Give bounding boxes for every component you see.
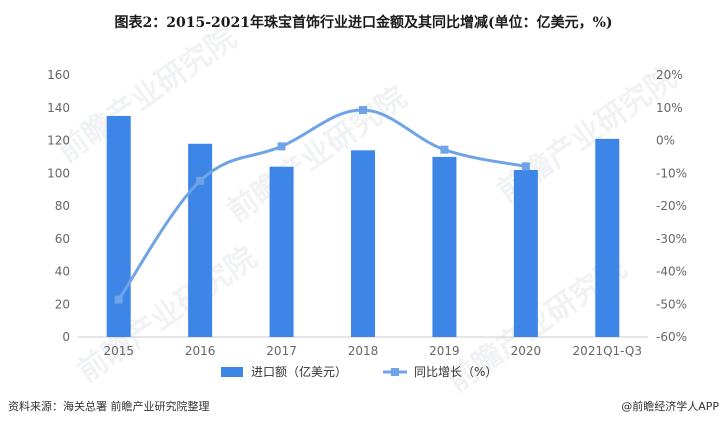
y-left-tick-label: 140 bbox=[47, 101, 70, 115]
bar bbox=[106, 115, 131, 337]
x-tick-label: 2019 bbox=[429, 344, 460, 358]
x-tick-label: 2017 bbox=[266, 344, 297, 358]
bar bbox=[432, 156, 457, 337]
legend-label-line: 同比增长（%） bbox=[414, 365, 497, 379]
y-left-tick-label: 60 bbox=[55, 232, 70, 246]
y-left-tick-label: 120 bbox=[47, 134, 70, 148]
legend-swatch-bar bbox=[221, 367, 243, 377]
x-tick-label: 2018 bbox=[348, 344, 379, 358]
x-tick-label: 2021Q1-Q3 bbox=[573, 344, 642, 358]
y-left-tick-label: 40 bbox=[55, 265, 70, 279]
y-right-tick-label: 20% bbox=[656, 68, 683, 82]
y-left-tick-label: 160 bbox=[47, 68, 70, 82]
line-point bbox=[359, 106, 367, 115]
growth-line bbox=[117, 108, 527, 301]
x-tick-label: 2020 bbox=[511, 344, 542, 358]
y-right-tick-label: -20% bbox=[656, 199, 687, 213]
y-left-tick-label: 20 bbox=[55, 297, 70, 311]
line-point bbox=[440, 145, 449, 154]
y-right-tick-label: -10% bbox=[656, 166, 687, 180]
line-point bbox=[277, 142, 286, 151]
bar bbox=[513, 169, 538, 337]
y-right-tick-label: -50% bbox=[656, 297, 687, 311]
x-tick-label: 2016 bbox=[185, 344, 216, 358]
legend-label-bar: 进口额（亿美元） bbox=[251, 364, 347, 379]
bar bbox=[188, 143, 213, 337]
y-left-tick-label: 100 bbox=[47, 166, 70, 180]
source-note: 资料来源：海关总署 前瞻产业研究院整理 bbox=[8, 400, 210, 413]
bar bbox=[351, 150, 375, 337]
y-left-tick-label: 80 bbox=[55, 199, 70, 213]
y-right-tick-label: 10% bbox=[656, 101, 683, 115]
brand-label: @前瞻经济学人APP bbox=[621, 400, 719, 413]
chart-title: 图表2：2015-2021年珠宝首饰行业进口金额及其同比增减(单位：亿美元，%) bbox=[114, 15, 613, 31]
x-tick-label: 2015 bbox=[103, 344, 134, 358]
line-point bbox=[114, 295, 123, 304]
y-right-tick-label: 0% bbox=[656, 134, 675, 148]
legend-swatch-marker bbox=[391, 368, 399, 376]
bar bbox=[595, 138, 620, 337]
y-right-tick-label: -60% bbox=[656, 330, 687, 344]
y-right-tick-label: -30% bbox=[656, 232, 687, 246]
line-point bbox=[521, 162, 530, 171]
line-point bbox=[196, 176, 205, 185]
y-right-tick-label: -40% bbox=[656, 265, 687, 279]
bar bbox=[269, 166, 294, 337]
y-left-tick-label: 0 bbox=[62, 330, 70, 344]
